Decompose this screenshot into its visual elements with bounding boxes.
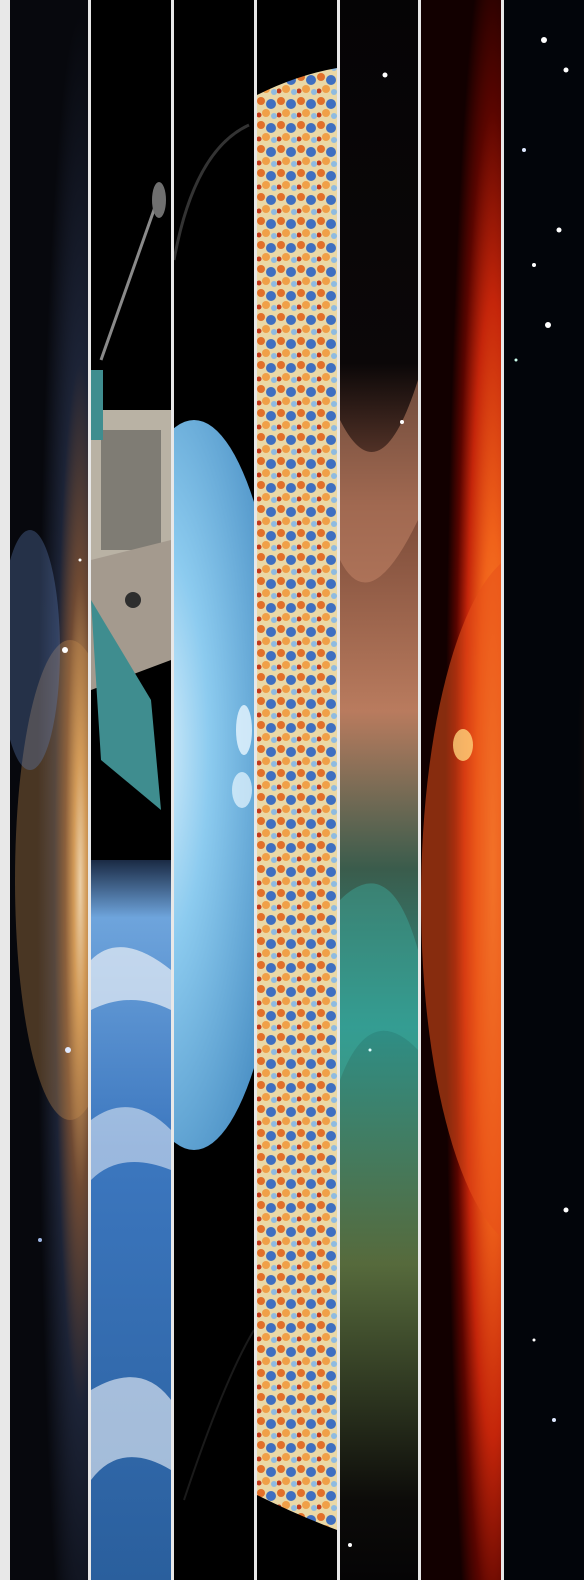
panel-nebula bbox=[340, 0, 418, 1580]
frame-edge-left bbox=[0, 0, 10, 1580]
divider-3 bbox=[254, 0, 257, 1580]
divider-6 bbox=[501, 0, 504, 1580]
panel-starfield bbox=[504, 0, 584, 1580]
divider-1 bbox=[88, 0, 91, 1580]
divider-4 bbox=[337, 0, 340, 1580]
divider-5 bbox=[418, 0, 421, 1580]
panel-galaxy bbox=[10, 0, 88, 1580]
panel-sun bbox=[421, 0, 501, 1580]
panel-satellite bbox=[91, 0, 171, 1580]
panel-cmb bbox=[257, 0, 337, 1580]
divider-2 bbox=[171, 0, 174, 1580]
panel-uranus bbox=[174, 0, 254, 1580]
